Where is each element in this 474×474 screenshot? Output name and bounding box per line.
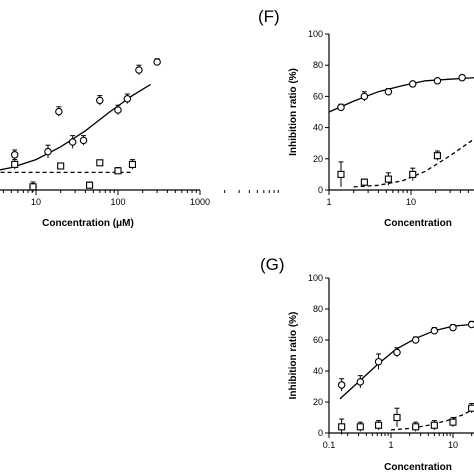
y-axis-title: Inhibition ratio (%)	[288, 68, 299, 156]
square-data-point	[360, 178, 368, 186]
x-tick-label: 1	[388, 440, 393, 450]
y-tick-label: 100	[308, 29, 323, 39]
x-axis-title: Concentration	[384, 462, 452, 473]
square-data-point	[412, 423, 420, 431]
square-data-point	[430, 421, 438, 429]
y-tick-label: 60	[313, 335, 323, 345]
square-data-point	[356, 423, 364, 431]
square-data-point	[409, 170, 417, 178]
circle-data-point	[408, 80, 417, 88]
circle-data-point	[44, 147, 52, 156]
square-data-point	[468, 404, 474, 412]
panel-g-chart: 0.1 1 10020406080100ConcentrationInhibitio…	[260, 255, 474, 473]
circle-data-point	[55, 107, 63, 116]
dashed-fit-curve	[353, 138, 474, 188]
square-data-point	[86, 181, 94, 189]
square-data-point	[338, 423, 346, 431]
square-data-point	[375, 421, 383, 429]
circle-data-point	[337, 381, 346, 389]
circle-data-point	[79, 136, 88, 145]
square-data-point	[114, 167, 122, 175]
solid-fit-curve	[339, 323, 472, 400]
x-tick-label: 0.1	[323, 440, 336, 450]
x-tick-label: 100	[110, 197, 125, 207]
y-axis-title: Inhibition ratio (%)	[288, 312, 299, 400]
circle-data-point	[96, 96, 104, 105]
square-data-point	[57, 162, 65, 170]
square-data-point	[337, 170, 345, 178]
x-tick-label: 10	[448, 440, 458, 450]
x-axis-title: Concentration	[384, 218, 452, 229]
circle-data-point	[374, 357, 383, 366]
square-data-point	[11, 160, 19, 168]
circle-data-point	[114, 106, 122, 114]
y-tick-label: 40	[313, 366, 323, 376]
x-tick-label: 10	[406, 197, 416, 207]
circle-data-point	[467, 320, 474, 329]
square-data-point	[393, 413, 401, 422]
panel-e-chart: 10 100 1000 Concentration (μM)	[0, 58, 279, 229]
panel-label: (G)	[260, 255, 285, 274]
circle-data-point	[135, 66, 143, 74]
solid-fit-curve	[328, 77, 474, 113]
circle-data-point	[411, 336, 420, 344]
circle-data-point	[449, 323, 457, 332]
x-tick-label: 1	[326, 197, 331, 207]
circle-data-point	[433, 77, 442, 85]
y-tick-label: 0	[318, 185, 323, 195]
square-data-point	[433, 152, 441, 160]
circle-data-point	[430, 326, 439, 335]
circle-data-point	[393, 348, 401, 357]
y-tick-label: 40	[313, 123, 323, 133]
y-tick-label: 80	[313, 60, 323, 70]
circle-data-point	[153, 58, 161, 66]
panel-label: (F)	[258, 7, 280, 26]
y-tick-label: 20	[313, 154, 323, 164]
circle-data-point	[123, 95, 132, 103]
circle-data-point	[360, 92, 369, 101]
circle-data-point	[10, 151, 19, 159]
circle-data-point	[384, 87, 393, 96]
y-tick-label: 80	[313, 304, 323, 314]
square-data-point	[128, 160, 136, 168]
square-data-point	[449, 418, 457, 426]
circle-data-point	[68, 138, 77, 146]
x-tick-label: 1000	[190, 197, 210, 207]
x-tick-label: 10	[31, 197, 41, 207]
y-tick-label: 60	[313, 91, 323, 101]
square-data-point	[384, 175, 392, 183]
square-data-point	[96, 159, 104, 167]
x-axis-title: Concentration (μM)	[42, 218, 134, 229]
circle-data-point	[356, 378, 365, 386]
dashed-fit-curve	[390, 407, 474, 431]
circle-data-point	[458, 73, 466, 82]
square-data-point	[29, 183, 37, 191]
y-tick-label: 100	[308, 273, 323, 283]
circle-data-point	[337, 103, 345, 112]
y-tick-label: 0	[318, 428, 323, 438]
y-tick-label: 20	[313, 397, 323, 407]
